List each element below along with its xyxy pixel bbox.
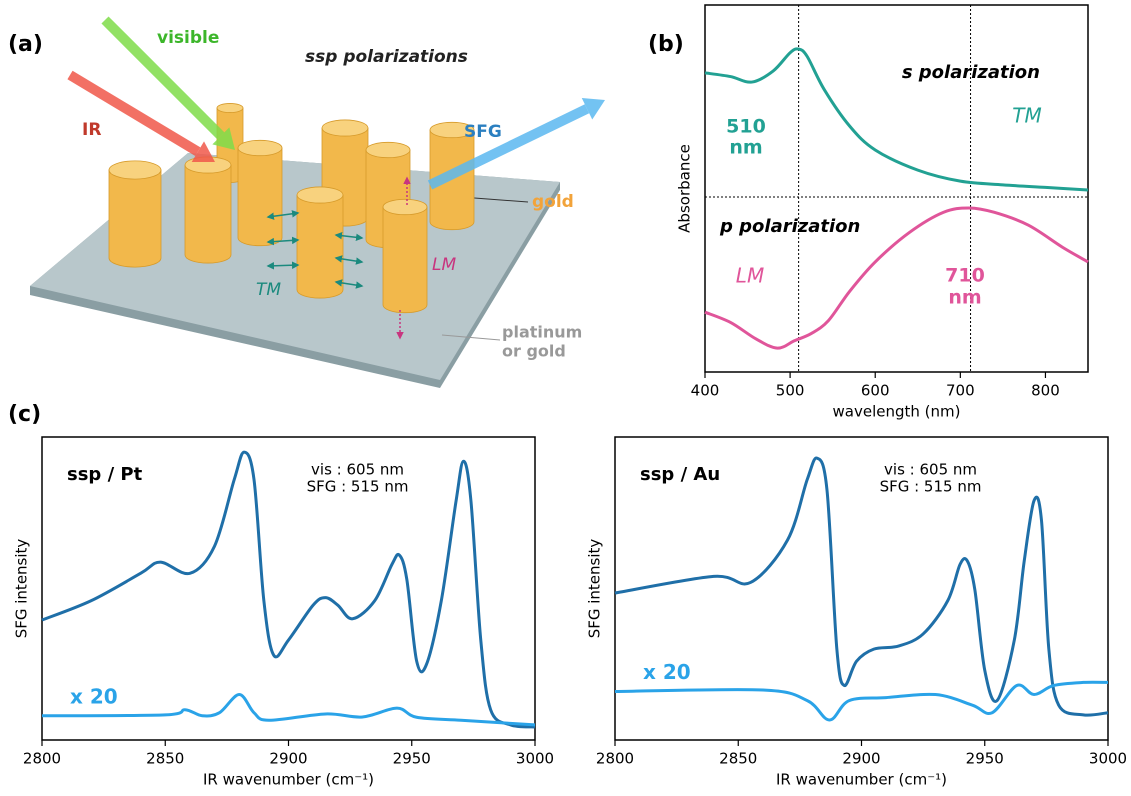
x-tick-label: 3000 [516, 750, 554, 768]
cylinder-top [296, 186, 344, 204]
panel-label: (b) [648, 32, 684, 57]
diagram-label: TM [256, 280, 281, 300]
cylinder-top [321, 119, 369, 137]
annotation: SFG : 515 nm [880, 478, 982, 496]
y-axis-label: SFG intensity [586, 539, 604, 639]
diagram-label: visible [157, 28, 219, 48]
x-tick-label: 2850 [146, 750, 184, 768]
data-line [614, 456, 1109, 717]
chart-title: ssp / Au [640, 464, 720, 485]
panel-label: (a) [8, 32, 43, 57]
x-axis-label: IR wavenumber (cm⁻¹) [203, 771, 374, 789]
data-line [704, 206, 1089, 350]
annotation: LM [736, 264, 764, 288]
x-tick-label: 800 [1031, 382, 1060, 400]
diagram: ssp polarizations visible IR SFG gold LM TM pla… [30, 16, 605, 388]
data-line [704, 47, 1089, 192]
cylinder-top [429, 121, 475, 139]
plot-frame [704, 4, 1089, 373]
visible-beam [101, 16, 225, 140]
data-line [41, 693, 536, 727]
cylinder [184, 164, 232, 264]
annotation: SFG : 515 nm [307, 478, 409, 496]
ir-beam [67, 70, 201, 156]
tm-arrow [266, 236, 300, 246]
annotation: vis : 605 nm [884, 461, 977, 479]
cylinder-top [382, 198, 428, 216]
data-line [614, 680, 1109, 722]
tm-arrow [334, 231, 364, 242]
y-axis-label: SFG intensity [13, 539, 31, 639]
annotation: TM [1012, 104, 1041, 128]
x-axis-label: wavelength (nm) [833, 403, 961, 421]
annotation: nm [729, 137, 762, 159]
sfg-beam-head [581, 97, 605, 120]
series-label: x 20 [70, 684, 118, 708]
y-axis-label: Absorbance [676, 144, 694, 233]
series-label: p polarization [719, 216, 860, 237]
tm-arrow [334, 255, 364, 265]
data-line [41, 450, 536, 729]
cylinder-top [108, 160, 162, 180]
x-tick-label: 2800 [23, 750, 61, 768]
x-axis-label: IR wavenumber (cm⁻¹) [776, 771, 947, 789]
x-tick-label: 2950 [393, 750, 431, 768]
tm-arrow [266, 261, 300, 270]
annotation: 510 [726, 116, 766, 138]
x-tick-label: 3000 [1089, 750, 1127, 768]
tm-arrow [334, 279, 364, 289]
diagram-label: gold [532, 192, 574, 212]
diagram-label: LM [432, 255, 456, 275]
x-tick-label: 400 [691, 382, 720, 400]
x-tick-label: 600 [861, 382, 890, 400]
cylinder-top [365, 141, 411, 159]
panel-label: (c) [8, 402, 41, 427]
cylinder [108, 169, 162, 268]
leader [441, 334, 501, 341]
chart-title: ssp / Pt [67, 464, 143, 485]
sfg-beam [427, 104, 590, 190]
annotation: vis : 605 nm [311, 461, 404, 479]
diagram-label: SFG [464, 122, 502, 142]
x-tick-label: 500 [776, 382, 805, 400]
diagram-label: or gold [502, 342, 566, 361]
visible-beam-head [212, 127, 235, 150]
series-label: x 20 [643, 660, 691, 684]
x-tick-label: 2900 [842, 750, 880, 768]
cylinder [237, 147, 283, 247]
cylinder [296, 194, 344, 299]
cylinder-top [237, 139, 283, 157]
diagram-label: platinum [502, 323, 582, 342]
diagram-label: ssp polarizations [305, 47, 468, 67]
cylinder [382, 206, 428, 314]
annotation: nm [948, 287, 981, 309]
cylinder-top [216, 103, 244, 113]
x-tick-label: 700 [946, 382, 975, 400]
x-tick-label: 2950 [966, 750, 1004, 768]
tm-arrow [266, 210, 300, 220]
x-tick-label: 2800 [596, 750, 634, 768]
x-tick-label: 2850 [719, 750, 757, 768]
annotation: 710 [945, 265, 985, 287]
ir-beam-head [191, 141, 215, 162]
x-tick-label: 2900 [269, 750, 307, 768]
diagram-label: IR [82, 120, 101, 140]
series-label: s polarization [902, 62, 1040, 83]
